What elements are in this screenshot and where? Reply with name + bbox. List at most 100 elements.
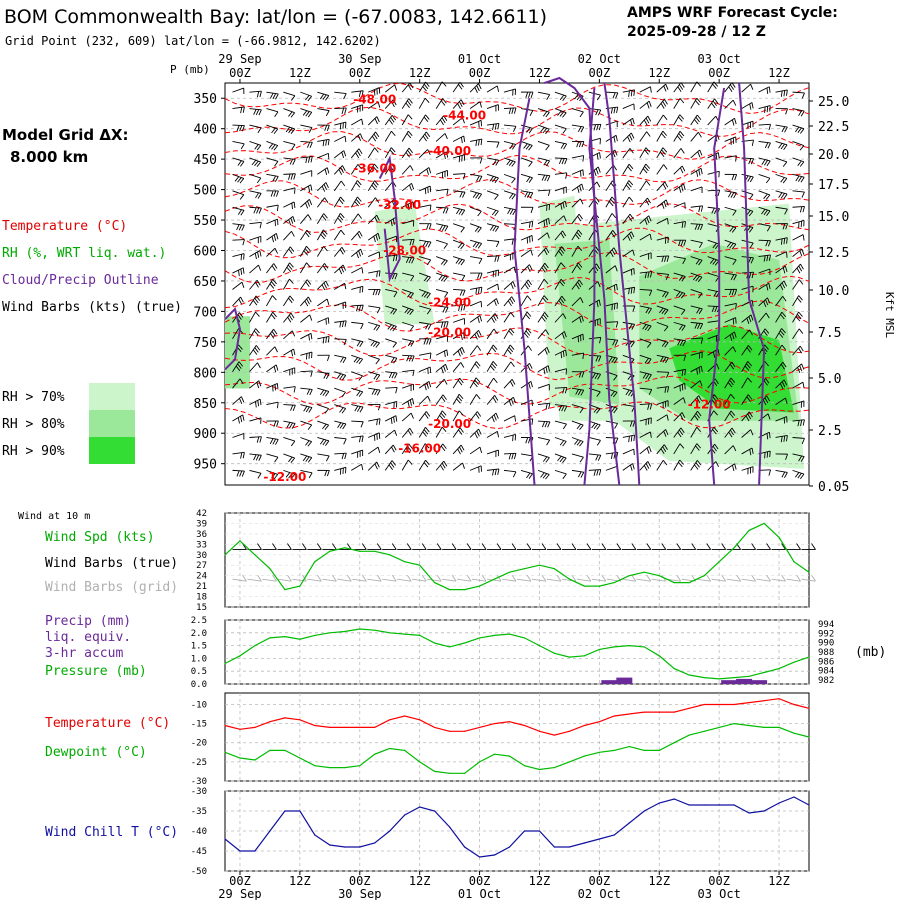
wind-barb bbox=[639, 100, 650, 109]
wind-barb-flag bbox=[337, 422, 342, 428]
wind-barb-flag bbox=[647, 115, 652, 122]
wind-barb bbox=[435, 443, 444, 455]
wind-barb-flag bbox=[472, 241, 477, 248]
wind-barb-flag bbox=[392, 99, 397, 106]
grid-wind-barb bbox=[382, 578, 397, 582]
wind-barb bbox=[537, 262, 546, 274]
data-point bbox=[568, 761, 571, 763]
wind-barb-flag bbox=[729, 226, 734, 232]
wind-barb-flag bbox=[599, 337, 602, 344]
data-point bbox=[613, 834, 615, 836]
data-point bbox=[703, 730, 705, 732]
wind-barb-flag bbox=[361, 90, 364, 97]
wind-barb-flag bbox=[289, 278, 294, 284]
wind-barb bbox=[487, 141, 500, 143]
wind-barb-flag bbox=[509, 193, 514, 199]
wind-barb-flag bbox=[649, 290, 653, 296]
wind-barb-flag bbox=[696, 368, 699, 375]
wind-barb bbox=[350, 180, 358, 192]
wind-barb-flag bbox=[361, 118, 364, 125]
wind-barb bbox=[435, 410, 443, 422]
wind-barb-flag bbox=[799, 365, 803, 372]
date-label: 03 Oct bbox=[697, 887, 740, 900]
wind-barb-flag bbox=[354, 201, 359, 207]
wind-barb-flag bbox=[560, 262, 566, 268]
wind-barb-flag bbox=[679, 130, 685, 137]
rh-key-label: RH > 80% bbox=[2, 417, 65, 432]
wind-barb-flag bbox=[476, 175, 480, 182]
data-point bbox=[434, 582, 436, 584]
wind-barb-flag bbox=[766, 160, 771, 167]
wind-barb-flag bbox=[698, 242, 703, 249]
wind-barb-flag bbox=[442, 443, 447, 449]
wind-barb bbox=[673, 272, 686, 277]
data-point bbox=[778, 698, 780, 700]
time-tick-label: 12Z bbox=[529, 66, 551, 80]
wind-barb-flag bbox=[445, 151, 449, 158]
wind-barb bbox=[266, 311, 274, 323]
temperature-contour bbox=[224, 375, 810, 405]
grid-wind-barb bbox=[277, 578, 292, 582]
wind-barb-flag bbox=[717, 348, 720, 355]
wind-barb bbox=[351, 304, 364, 307]
wind-barb bbox=[402, 256, 415, 259]
wind-barb-flag bbox=[476, 345, 482, 351]
wind-barb-flag bbox=[729, 363, 734, 370]
wind-barb bbox=[384, 181, 394, 192]
wind-barb-flag bbox=[801, 438, 805, 445]
wind-barb-flag bbox=[339, 321, 342, 328]
data-point bbox=[613, 715, 615, 717]
wind-barb-flag bbox=[543, 220, 546, 227]
wind-barb bbox=[639, 180, 647, 192]
wind-barb-flag bbox=[527, 279, 532, 286]
wind-barb bbox=[503, 252, 516, 258]
wind-barb-flag bbox=[494, 194, 499, 200]
data-point bbox=[463, 642, 466, 644]
data-point bbox=[419, 806, 421, 808]
wind-barb-flag bbox=[497, 468, 500, 475]
wind-barb-flag bbox=[698, 169, 701, 176]
wind-barb-flag bbox=[441, 410, 447, 416]
wind-barb-flag bbox=[633, 287, 636, 294]
wind-barb-flag bbox=[647, 374, 652, 380]
wind-barb bbox=[283, 216, 294, 225]
wind-barb-flag bbox=[251, 159, 257, 166]
wind-barb bbox=[554, 349, 566, 356]
wind-barb-flag bbox=[647, 461, 652, 467]
wind-barb bbox=[792, 157, 805, 163]
wind-barb-flag bbox=[546, 94, 551, 100]
wind-barb bbox=[317, 298, 328, 307]
data-point bbox=[404, 633, 406, 635]
wind-barb bbox=[792, 220, 805, 225]
wind-barb-flag bbox=[799, 206, 803, 213]
cloud-outline bbox=[603, 82, 641, 486]
date-label: 01 Oct bbox=[458, 52, 501, 66]
wind-barb-flag bbox=[766, 284, 769, 291]
wind-barb bbox=[367, 180, 375, 192]
wind-barb bbox=[656, 164, 665, 175]
wind-barb-flag bbox=[375, 374, 381, 381]
wind-barb-flag bbox=[692, 275, 698, 281]
wind-barb-flag bbox=[763, 159, 769, 166]
model-grid-label: Model Grid ΔX: bbox=[2, 126, 129, 144]
wind-barb bbox=[690, 380, 701, 389]
wind-barb-flag bbox=[306, 245, 311, 252]
wind-barb-flag bbox=[786, 237, 788, 244]
wind-barb bbox=[503, 124, 516, 127]
wind-barb-flag bbox=[659, 307, 664, 314]
wind-barb bbox=[401, 82, 411, 93]
wind-barb-flag bbox=[240, 143, 245, 150]
wind-barb bbox=[554, 172, 567, 175]
wind-barb bbox=[452, 135, 464, 142]
wind-barb bbox=[741, 361, 749, 372]
wind-barb-flag bbox=[632, 249, 635, 256]
wind-barb-flag bbox=[422, 241, 427, 247]
wind-barb-flag bbox=[646, 217, 650, 224]
wind-barb bbox=[367, 197, 376, 208]
wind-barb-flag bbox=[254, 347, 259, 353]
wind-barb-flag bbox=[562, 473, 567, 480]
wind-barb-flag bbox=[474, 379, 480, 385]
wind-barb bbox=[554, 108, 567, 114]
wind-barb-flag bbox=[663, 164, 668, 170]
wind-barb bbox=[656, 371, 669, 373]
